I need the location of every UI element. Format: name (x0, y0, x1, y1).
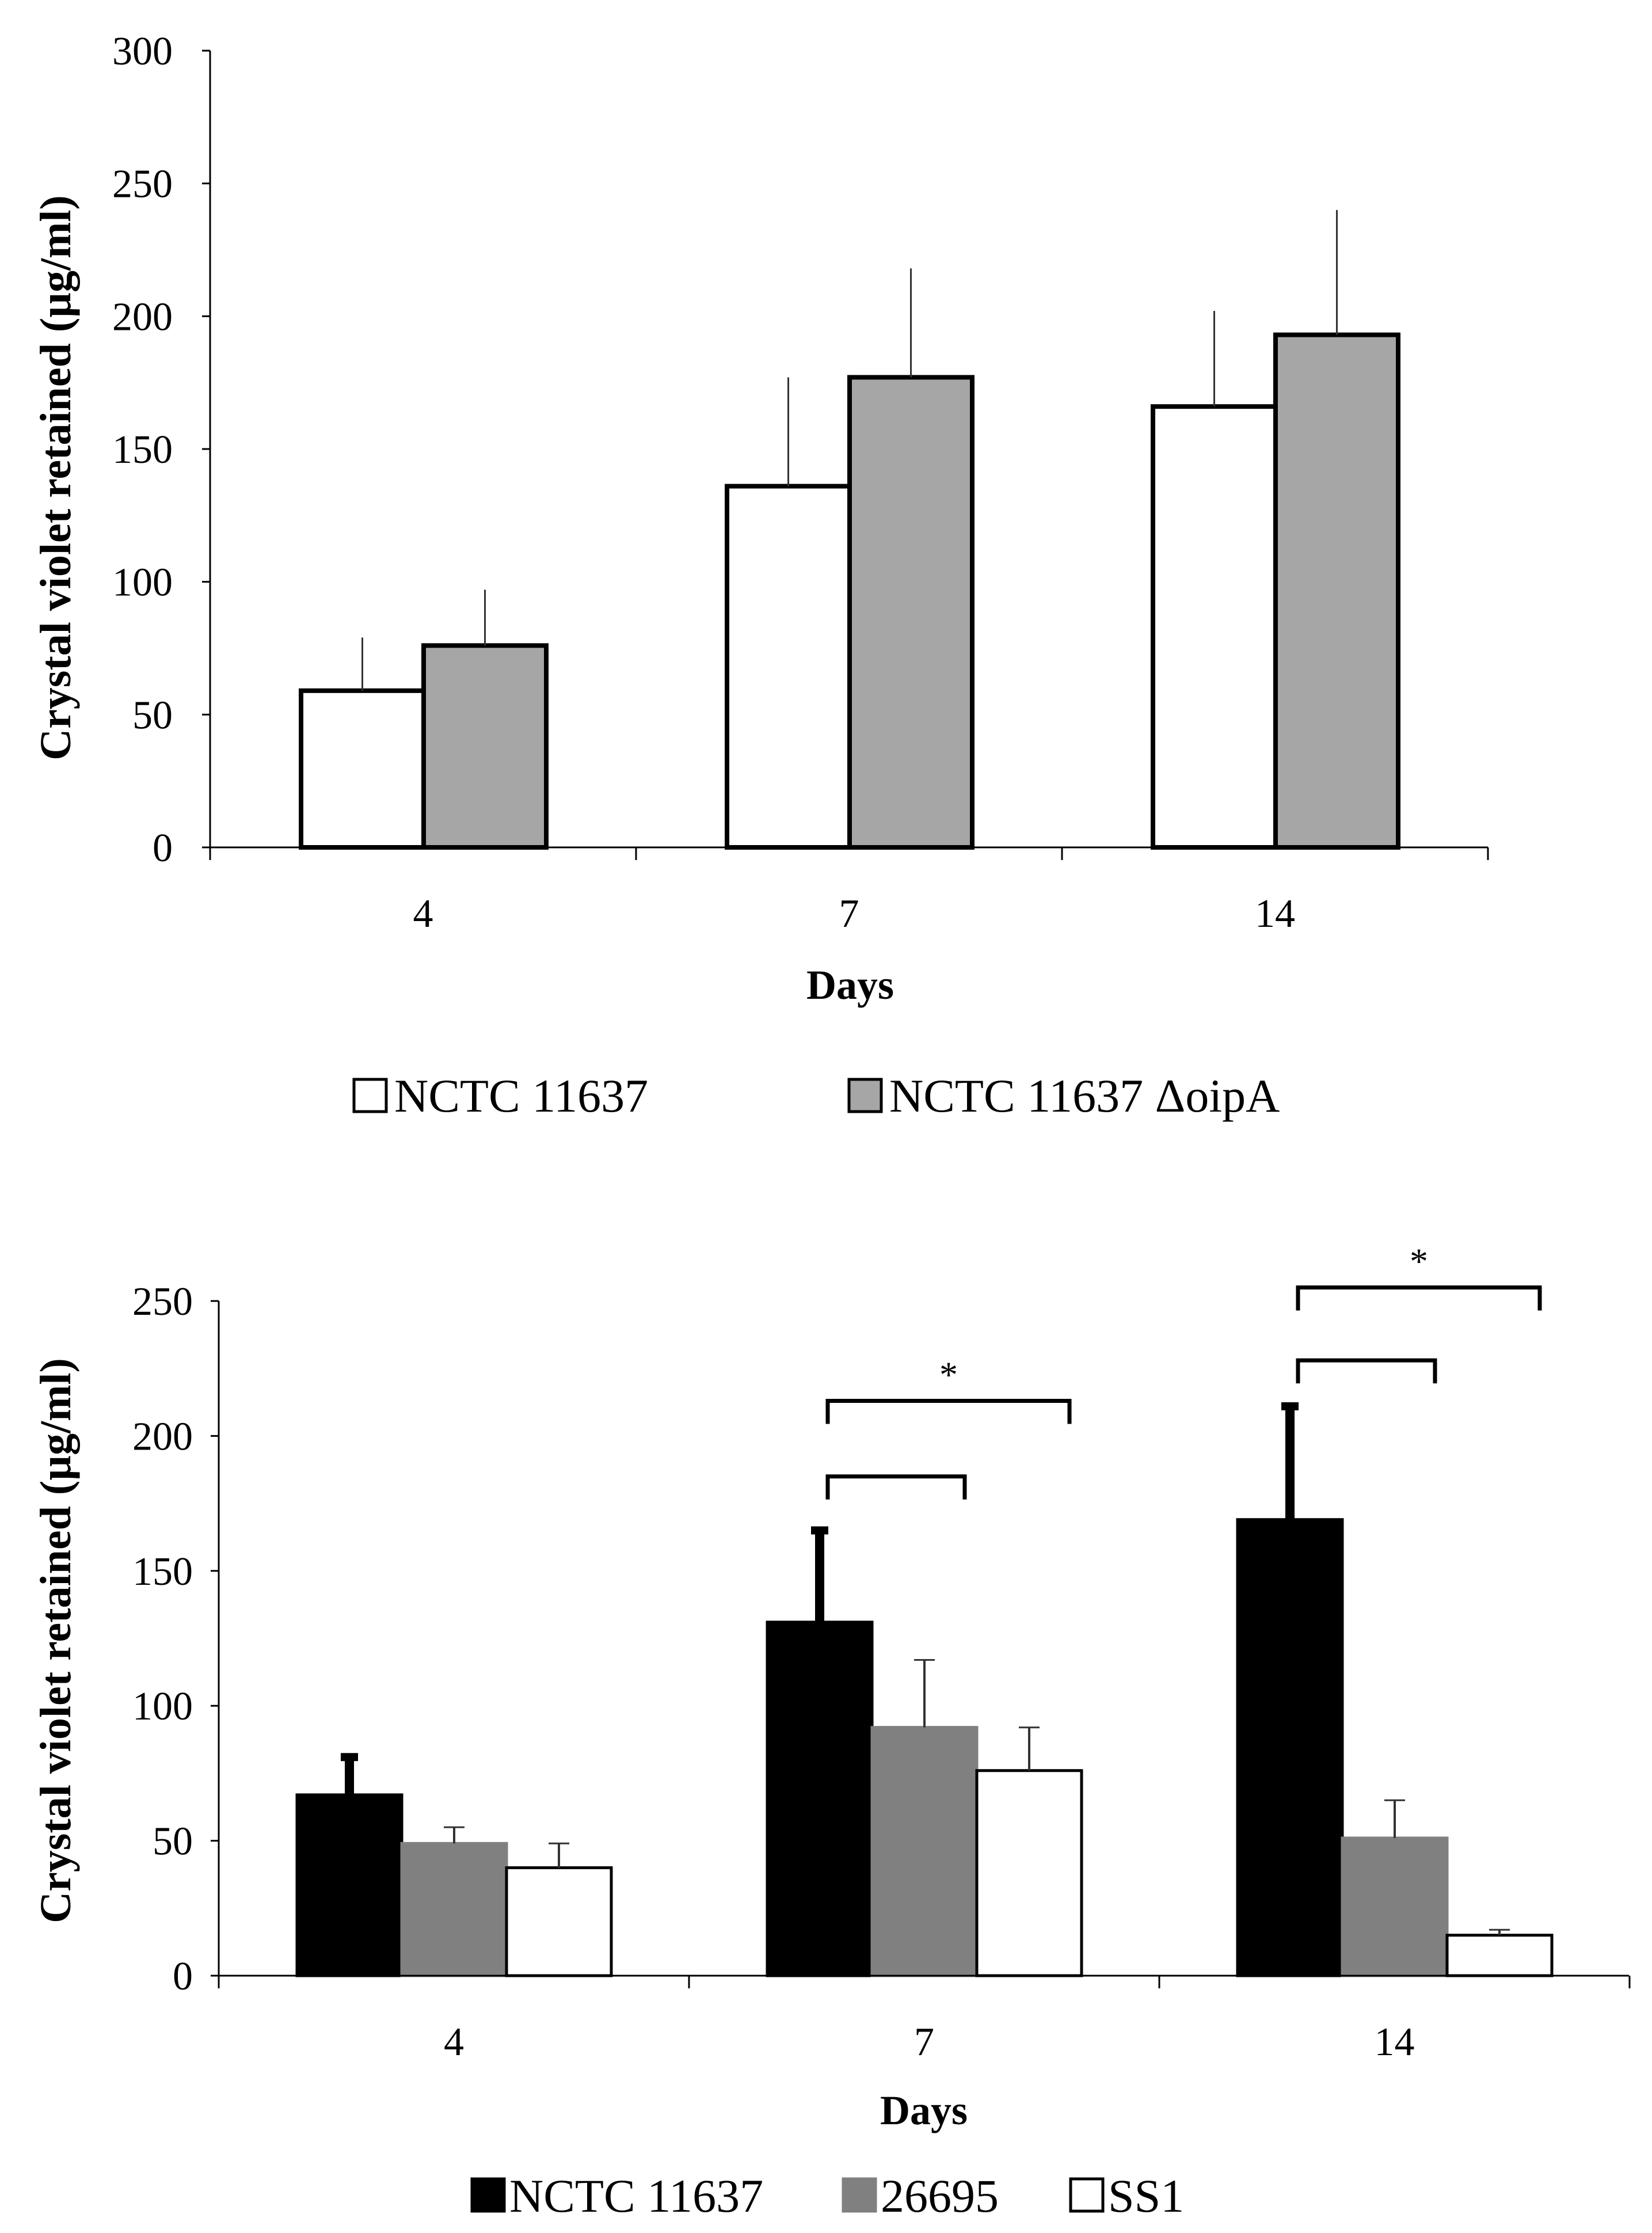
legend-swatch-ncts-11637 (352, 1078, 388, 1113)
chart-2-x-axis-title: Days (880, 2087, 968, 2133)
chart-1-y-axis-title: Crystal violet retained (µg/ml) (32, 195, 80, 760)
bar (725, 484, 852, 850)
significance-bracket (1296, 1358, 1437, 1384)
x-category-label: 14 (1375, 2020, 1415, 2064)
y-tick-label: 300 (112, 29, 173, 74)
y-tick-label: 250 (132, 1280, 193, 1324)
chart-1-x-axis-title: Days (806, 962, 894, 1008)
bar (505, 1866, 613, 1977)
significance-bracket (1296, 1285, 1542, 1311)
chart-2-y-axis-title: Crystal violet retained (µg/ml) (32, 1358, 80, 1923)
x-category-label: 7 (914, 2020, 934, 2064)
bar (1151, 404, 1278, 850)
bar (400, 1842, 508, 1977)
bar (975, 1769, 1083, 1977)
legend-swatch-ss1 (1069, 2177, 1105, 2213)
chart-1: 0 50 100 150 200 250 300 4 7 14 Days Crystal vio… (32, 29, 1489, 1122)
y-tick-label: 150 (112, 428, 173, 472)
y-tick-label: 50 (153, 1820, 193, 1864)
y-tick-label: 200 (112, 295, 173, 339)
y-tick-label: 100 (132, 1684, 193, 1729)
chart-1-legend: NCTC 11637 NCTC 11637 ΔoipA (352, 1070, 1280, 1122)
y-tick-label: 0 (173, 1954, 193, 1999)
legend-swatch-ncts-11637 (470, 2177, 506, 2213)
chart-2-significance-brackets: ** (825, 1241, 1542, 1500)
y-tick-label: 0 (153, 826, 173, 870)
y-tick-label: 250 (112, 162, 173, 207)
chart-1-bars (299, 210, 1400, 850)
chart-2-legend: NCTC 11637 26695 SS1 (470, 2170, 1184, 2222)
bar (295, 1793, 404, 1977)
significance-bracket (825, 1398, 1072, 1424)
significance-bracket (825, 1474, 967, 1500)
y-tick-label: 150 (132, 1550, 193, 1594)
legend-label-ncts-11637: NCTC 11637 (509, 2170, 763, 2222)
chart-1-x-categories: 4 7 14 (209, 847, 1489, 936)
chart-2-bars (295, 1402, 1554, 1977)
x-category-label: 4 (444, 2020, 464, 2064)
x-category-label: 7 (839, 892, 859, 936)
bar (421, 643, 549, 850)
y-tick-label: 100 (112, 561, 173, 605)
bar (299, 688, 426, 850)
bar (1341, 1836, 1449, 1977)
y-tick-label: 50 (132, 693, 173, 737)
chart-2-y-ticks: 0 50 100 150 200 250 (132, 1280, 219, 1999)
significance-asterisk: * (939, 1354, 958, 1395)
chart-1-y-ticks: 0 50 100 150 200 250 300 (112, 29, 210, 870)
bar (766, 1620, 874, 1977)
significance-asterisk: * (1410, 1241, 1428, 1282)
bar (1273, 332, 1400, 850)
bar (1445, 1934, 1554, 1977)
x-category-label: 14 (1255, 892, 1295, 936)
bar (1236, 1518, 1344, 1977)
legend-swatch-ncts-11637-doipa (847, 1078, 883, 1113)
legend-label-ncts-11637-doipa: NCTC 11637 ΔoipA (889, 1070, 1280, 1122)
legend-label-26695: 26695 (881, 2170, 999, 2222)
chart-2-x-categories: 4 7 14 (218, 1976, 1631, 2064)
bar (870, 1726, 979, 1977)
y-tick-label: 200 (132, 1414, 193, 1459)
x-category-label: 4 (413, 892, 433, 936)
legend-label-ncts-11637: NCTC 11637 (394, 1070, 648, 1122)
legend-label-ss1: SS1 (1108, 2170, 1184, 2222)
bar (847, 375, 975, 850)
legend-swatch-26695 (842, 2177, 877, 2213)
